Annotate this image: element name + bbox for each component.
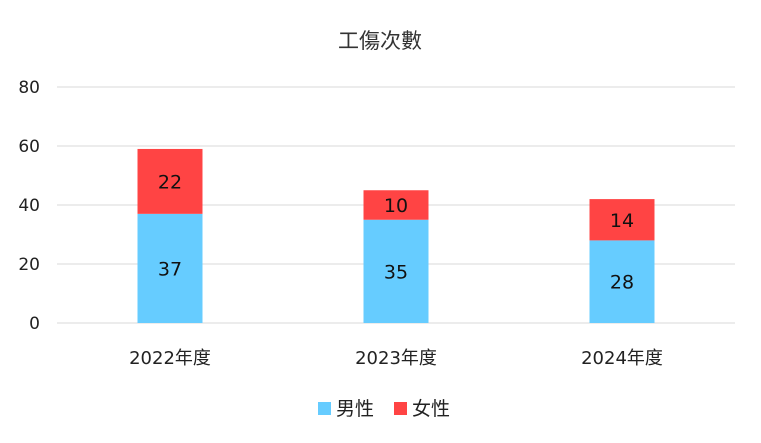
data-label: 14 xyxy=(610,210,634,232)
legend-swatch xyxy=(394,402,407,415)
x-axis: 2022年度 2023年度 2024年度 xyxy=(129,348,663,369)
bar-segment xyxy=(363,190,429,220)
data-label: 10 xyxy=(384,195,408,217)
y-tick-label: 60 xyxy=(18,137,40,157)
data-label: 37 xyxy=(158,258,182,280)
data-label: 22 xyxy=(158,171,182,193)
x-tick-label: 2022年度 xyxy=(129,348,211,369)
bar-segment xyxy=(137,213,203,323)
chart-title: 工傷次數 xyxy=(338,29,422,53)
y-tick-label: 40 xyxy=(18,196,40,216)
data-label: 28 xyxy=(610,272,634,294)
y-tick-label: 20 xyxy=(18,255,40,275)
legend: 男性 女性 xyxy=(318,398,450,420)
bar-segment xyxy=(137,148,203,214)
y-axis: 0 20 40 60 80 xyxy=(18,78,40,334)
bar-segment xyxy=(363,219,429,323)
y-tick-label: 80 xyxy=(18,78,40,98)
bars: 37 22 35 10 28 14 xyxy=(137,148,655,323)
bar-segment xyxy=(589,199,655,241)
bar-segment xyxy=(589,240,655,323)
legend-swatch xyxy=(318,402,331,415)
data-label: 35 xyxy=(384,261,408,283)
y-tick-label: 0 xyxy=(29,314,40,334)
legend-label: 男性 xyxy=(336,398,374,420)
x-tick-label: 2024年度 xyxy=(581,348,663,369)
legend-label: 女性 xyxy=(412,398,450,420)
x-tick-label: 2023年度 xyxy=(355,348,437,369)
